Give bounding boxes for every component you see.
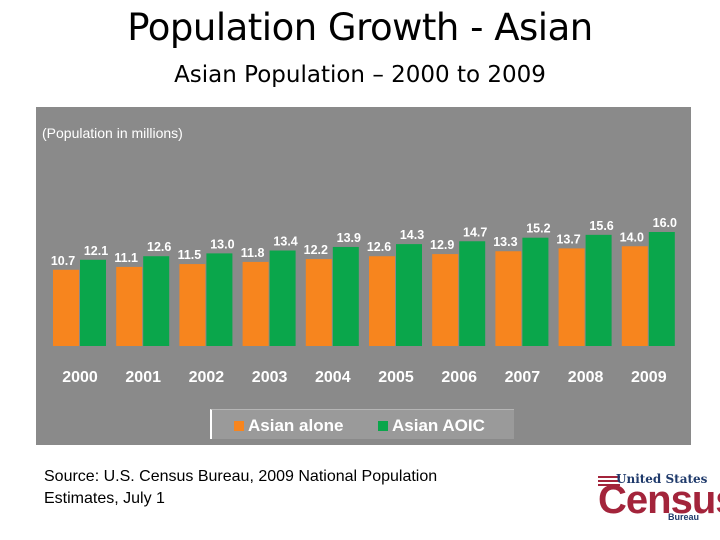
value-label-asian-aoic-2000: 12.1 [84,244,108,258]
bar-asian-alone-2008 [558,248,585,346]
bar-asian-alone-2007 [495,251,522,346]
x-tick-label-2000: 2000 [62,369,98,386]
legend-label-asian-alone: Asian alone [248,416,344,435]
legend-label-asian-aoic: Asian AOIC [392,416,485,435]
logo-text-main: Census [598,478,720,522]
logo-stripes-icon [598,476,620,486]
x-tick-label-2006: 2006 [441,369,477,386]
bar-asian-aoic-2007 [522,237,549,346]
value-label-asian-aoic-2005: 14.3 [400,228,424,242]
census-bureau-logo: United States Census Bureau [596,472,720,524]
bar-asian-aoic-2008 [585,234,612,346]
bar-chart: 10.7 12.1 2000 11.1 12.6 2001 11.5 13.0 2002 11.8… [51,216,677,386]
value-label-asian-alone-2006: 12.9 [430,238,454,252]
value-label-asian-alone-2009: 14.0 [620,230,644,244]
x-tick-label-2004: 2004 [315,369,351,386]
value-label-asian-aoic-2009: 16.0 [653,216,677,230]
value-label-asian-aoic-2003: 13.4 [273,235,297,249]
x-tick-label-2003: 2003 [252,369,288,386]
value-label-asian-alone-2005: 12.6 [367,240,391,254]
bar-asian-aoic-2006 [459,241,486,346]
bar-asian-alone-2004 [305,259,332,346]
bar-asian-alone-2005 [369,256,395,346]
page-title: Population Growth - Asian [127,6,593,49]
legend-swatch-asian-alone [234,421,244,431]
bar-asian-aoic-2001 [143,256,170,346]
x-tick-label-2002: 2002 [189,369,225,386]
logo-text-bottom: Bureau [668,512,700,522]
chart-legend: Asian alone Asian AOIC [210,409,514,439]
source-note: Source: U.S. Census Bureau, 2009 Nationa… [44,468,438,507]
value-label-asian-alone-2003: 11.8 [241,246,265,260]
bar-asian-aoic-2002 [206,253,233,346]
legend-swatch-asian-aoic [378,421,388,431]
x-tick-label-2007: 2007 [505,369,541,386]
bar-asian-aoic-2005 [396,244,422,346]
bar-asian-aoic-2009 [648,232,675,346]
bar-asian-alone-2003 [242,261,269,346]
value-label-asian-aoic-2007: 15.2 [526,222,550,236]
x-tick-label-2005: 2005 [378,369,414,386]
legend-item-asian-aoic: Asian AOIC [378,416,485,436]
x-tick-label-2008: 2008 [568,369,604,386]
value-label-asian-alone-2001: 11.1 [114,251,138,265]
value-label-asian-alone-2004: 12.2 [304,243,328,257]
x-tick-label-2009: 2009 [631,369,667,386]
bar-asian-alone-2000 [53,269,79,346]
value-label-asian-aoic-2001: 12.6 [147,240,171,254]
bar-asian-aoic-2003 [269,250,296,346]
bar-asian-aoic-2004 [332,246,359,346]
value-label-asian-aoic-2002: 13.0 [210,237,234,251]
value-label-asian-alone-2002: 11.5 [178,248,202,262]
page-subtitle: Asian Population – 2000 to 2009 [174,62,546,88]
bar-asian-alone-2001 [116,266,143,346]
bar-asian-alone-2006 [432,254,459,346]
unit-note: (Population in millions) [42,125,183,141]
bar-asian-aoic-2000 [80,259,106,346]
value-label-asian-alone-2000: 10.7 [51,254,75,268]
value-label-asian-alone-2008: 13.7 [556,232,580,246]
bar-asian-alone-2009 [621,246,648,346]
value-label-asian-aoic-2008: 15.6 [589,219,613,233]
value-label-asian-aoic-2006: 14.7 [463,225,487,239]
x-tick-label-2001: 2001 [125,369,161,386]
value-label-asian-aoic-2004: 13.9 [337,231,361,245]
chart-panel: 10.7 12.1 2000 11.1 12.6 2001 11.5 13.0 2002 11.8… [36,107,691,445]
legend-item-asian-alone: Asian alone [234,416,343,436]
logo-text-top: United States [616,472,708,486]
value-label-asian-alone-2007: 13.3 [493,235,517,249]
bar-asian-alone-2002 [179,264,206,346]
